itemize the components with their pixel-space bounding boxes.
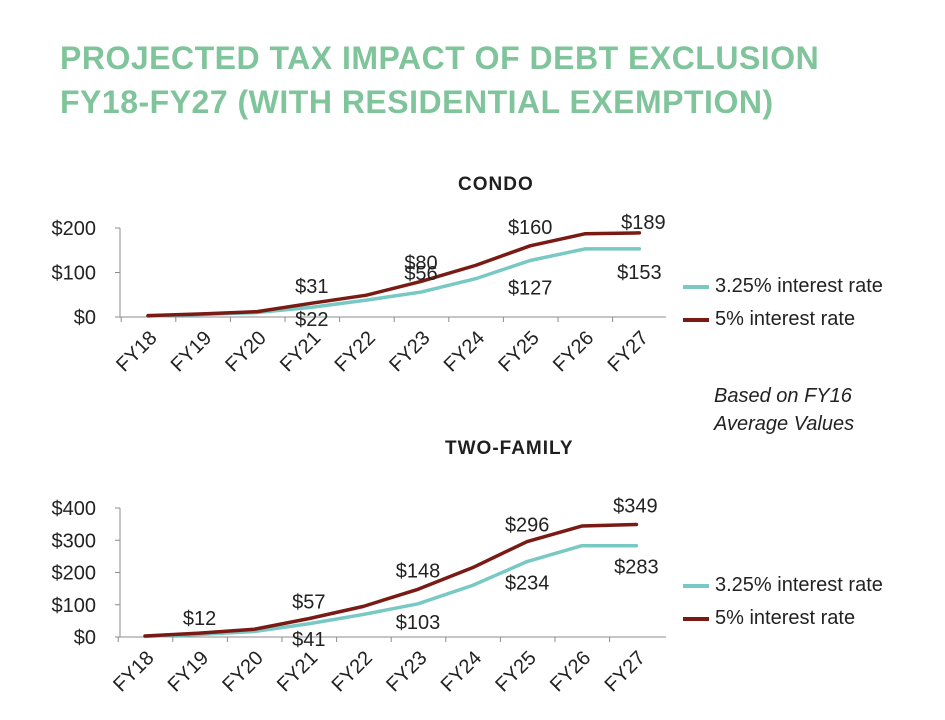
two-family-y-tick-label: $300 [52, 530, 97, 552]
two-family-x-tick-label: FY18 [109, 647, 158, 696]
legend-swatch-5 [683, 318, 709, 322]
two-family-y-tick-label: $100 [52, 595, 97, 617]
condo-x-tick-label: FY25 [494, 327, 543, 376]
two-family-x-tick-label: FY21 [273, 647, 322, 696]
two-family-x-tick-label: FY26 [546, 647, 595, 696]
two-family-y-tick-label: $200 [52, 563, 97, 585]
legend-item-325: 3.25% interest rate [683, 569, 883, 602]
condo-x-tick-label: FY27 [604, 327, 653, 376]
condo-x-tick-label: FY18 [112, 327, 161, 376]
footnote-line-2: Average Values [714, 413, 855, 435]
condo-data-label: $189 [621, 212, 666, 234]
condo-x-tick-label: FY24 [440, 327, 489, 376]
title-line-2: FY18-FY27 (WITH RESIDENTIAL EXEMPTION) [60, 84, 774, 120]
footnote: Based on FY16 Average Values [714, 382, 854, 438]
condo-x-tick-label: FY20 [221, 327, 270, 376]
two-family-data-label: $57 [292, 592, 325, 614]
footnote-line-1: Based on FY16 [714, 385, 852, 407]
condo-x-tick-label: FY21 [276, 327, 325, 376]
two-family-y-tick-label: $400 [52, 498, 97, 520]
condo-series-line-5 [146, 231, 642, 318]
condo-series-line-325 [146, 247, 642, 318]
two-family-data-label: $12 [183, 608, 216, 630]
two-family-x-tick-label: FY23 [382, 647, 431, 696]
condo-data-label: $127 [508, 277, 553, 299]
legend-swatch-325 [683, 584, 709, 588]
legend-item-5: 5% interest rate [683, 602, 883, 635]
two-family-x-tick-label: FY19 [164, 647, 213, 696]
title-line-1: PROJECTED TAX IMPACT OF DEBT EXCLUSION [60, 40, 820, 76]
two-family-data-label: $41 [292, 629, 325, 651]
condo-data-label: $153 [617, 262, 662, 284]
condo-data-label: $56 [404, 263, 437, 285]
condo-data-label: $80 [404, 252, 437, 274]
two-family-data-label: $349 [613, 495, 658, 517]
two-family-data-label: $296 [505, 515, 550, 537]
legend-swatch-325 [683, 285, 709, 289]
two-family-y-tick-label: $0 [74, 627, 96, 649]
legend-label-5: 5% interest rate [715, 607, 856, 629]
legend-label-5: 5% interest rate [715, 308, 856, 330]
condo-y-tick-label: $200 [52, 218, 97, 240]
condo-x-tick-label: FY22 [331, 327, 380, 376]
two-family-data-label: $148 [396, 560, 441, 582]
condo-y-tick-label: $100 [52, 263, 97, 285]
two-family-x-tick-label: FY27 [601, 647, 650, 696]
condo-x-tick-label: FY19 [167, 327, 216, 376]
two-family-data-label: $103 [396, 612, 441, 634]
two-family-legend: 3.25% interest rate 5% interest rate [683, 569, 883, 635]
two-family-data-label: $234 [505, 573, 550, 595]
condo-data-label: $22 [295, 309, 328, 331]
legend-label-325: 3.25% interest rate [715, 574, 883, 596]
two-family-x-tick-label: FY22 [328, 647, 377, 696]
two-family-x-tick-label: FY25 [491, 647, 540, 696]
condo-chart-title: CONDO [458, 174, 534, 195]
condo-data-label: $31 [295, 276, 328, 298]
two-family-series-line-5 [143, 522, 639, 638]
legend-label-325: 3.25% interest rate [715, 275, 883, 297]
two-family-chart-title: TWO-FAMILY [445, 438, 574, 459]
page-title: PROJECTED TAX IMPACT OF DEBT EXCLUSION F… [60, 36, 819, 124]
condo-y-tick-label: $0 [74, 307, 96, 329]
condo-legend: 3.25% interest rate 5% interest rate [683, 270, 883, 336]
legend-item-5: 5% interest rate [683, 303, 883, 336]
legend-item-325: 3.25% interest rate [683, 270, 883, 303]
legend-swatch-5 [683, 617, 709, 621]
two-family-x-tick-label: FY24 [437, 647, 486, 696]
two-family-x-tick-label: FY20 [218, 647, 267, 696]
two-family-series-line-325 [143, 543, 639, 639]
condo-x-tick-label: FY26 [549, 327, 598, 376]
condo-x-tick-label: FY23 [385, 327, 434, 376]
condo-data-label: $160 [508, 217, 553, 239]
two-family-data-label: $283 [614, 557, 659, 579]
